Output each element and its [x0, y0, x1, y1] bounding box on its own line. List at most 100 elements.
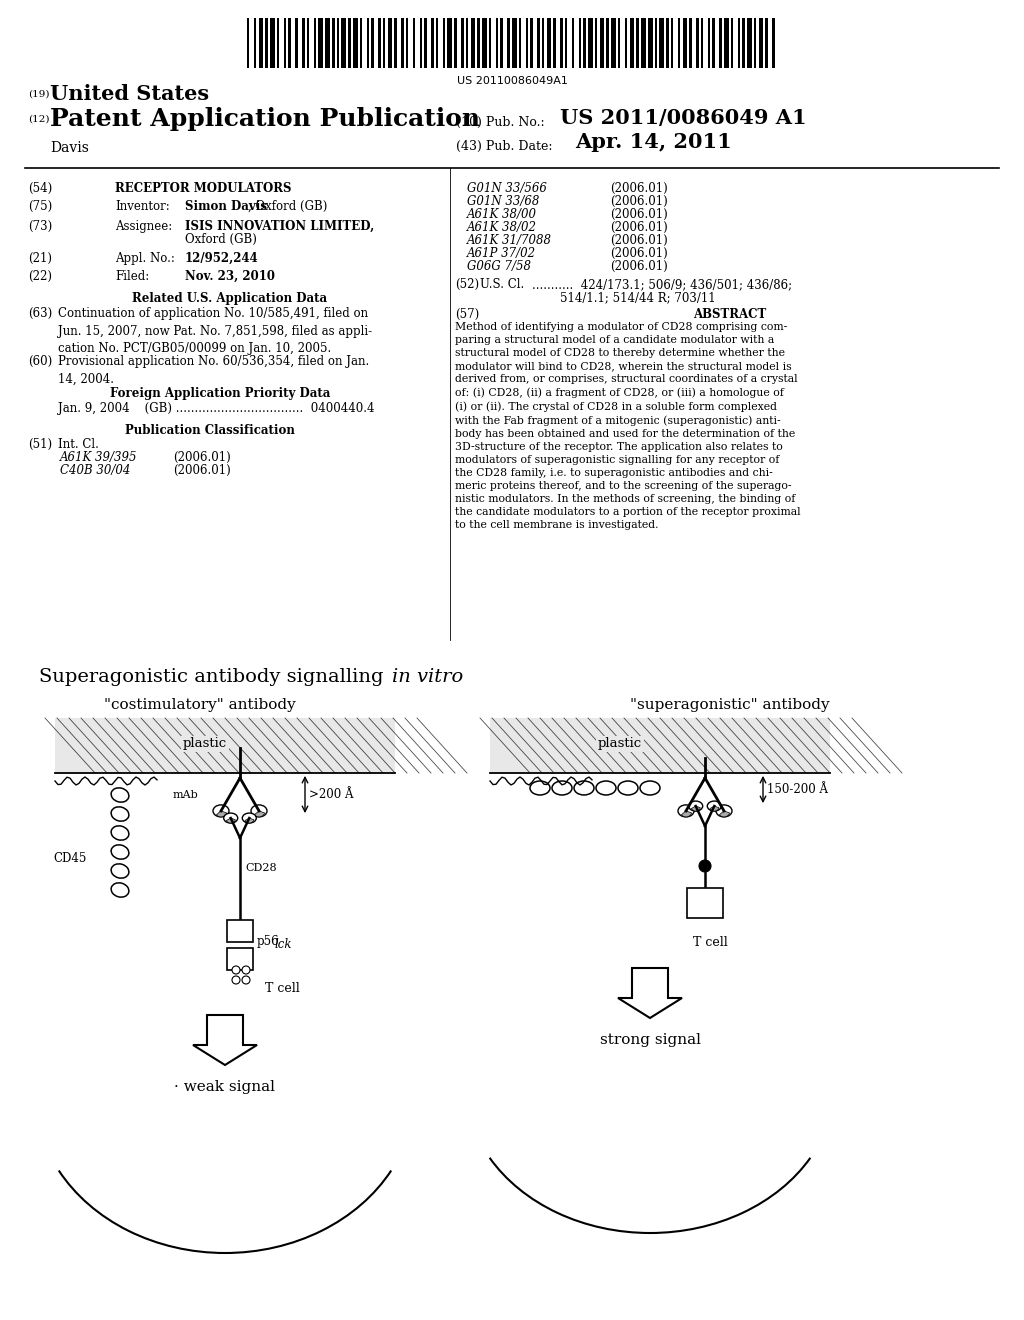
Bar — [455, 18, 457, 69]
Text: p56: p56 — [257, 936, 280, 949]
Ellipse shape — [596, 781, 616, 795]
Bar — [538, 18, 540, 69]
Bar — [708, 18, 711, 69]
Ellipse shape — [112, 883, 129, 898]
Text: (2006.01): (2006.01) — [610, 182, 668, 195]
Bar — [584, 18, 586, 69]
Text: ABSTRACT: ABSTRACT — [693, 308, 767, 321]
Bar — [748, 18, 752, 69]
Wedge shape — [720, 810, 730, 817]
Bar — [565, 18, 567, 69]
Text: G06G 7/58: G06G 7/58 — [467, 260, 531, 273]
Polygon shape — [618, 968, 682, 1018]
Circle shape — [242, 975, 250, 983]
Text: Filed:: Filed: — [115, 271, 150, 282]
Ellipse shape — [112, 807, 129, 821]
Bar — [713, 18, 715, 69]
Text: T cell: T cell — [692, 936, 727, 949]
Bar — [772, 18, 775, 69]
Text: US 2011/0086049 A1: US 2011/0086049 A1 — [560, 108, 807, 128]
Ellipse shape — [112, 845, 129, 859]
Bar — [542, 18, 545, 69]
Text: G01N 33/68: G01N 33/68 — [467, 195, 540, 209]
Text: T cell: T cell — [265, 982, 300, 994]
Bar — [696, 18, 698, 69]
Text: (2006.01): (2006.01) — [610, 260, 668, 273]
Bar — [270, 18, 274, 69]
Text: (2006.01): (2006.01) — [610, 234, 668, 247]
Bar — [519, 18, 521, 69]
Bar — [572, 18, 574, 69]
Wedge shape — [226, 818, 236, 824]
Bar — [394, 18, 396, 69]
Ellipse shape — [213, 805, 229, 817]
Bar — [600, 18, 604, 69]
Text: (2006.01): (2006.01) — [610, 220, 668, 234]
Text: (51): (51) — [28, 438, 52, 451]
Ellipse shape — [223, 813, 238, 824]
Text: (52): (52) — [455, 279, 479, 290]
Bar — [701, 18, 703, 69]
Text: "costimulatory" antibody: "costimulatory" antibody — [104, 698, 296, 711]
Bar — [406, 18, 409, 69]
Text: Foreign Application Priority Data: Foreign Application Priority Data — [110, 387, 330, 400]
Bar — [501, 18, 503, 69]
Bar — [254, 18, 256, 69]
Bar — [766, 18, 768, 69]
Bar — [507, 18, 510, 69]
Text: Nov. 23, 2010: Nov. 23, 2010 — [185, 271, 275, 282]
Bar — [326, 18, 330, 69]
Text: CD45: CD45 — [53, 851, 86, 865]
Ellipse shape — [530, 781, 550, 795]
Bar — [431, 18, 433, 69]
Circle shape — [699, 861, 711, 873]
Ellipse shape — [689, 801, 702, 810]
Bar — [341, 18, 346, 69]
Bar — [276, 18, 280, 69]
Text: Continuation of application No. 10/585,491, filed on
Jun. 15, 2007, now Pat. No.: Continuation of application No. 10/585,4… — [58, 308, 372, 355]
Bar — [554, 18, 556, 69]
Bar — [490, 718, 830, 774]
Text: RECEPTOR MODULATORS: RECEPTOR MODULATORS — [115, 182, 292, 195]
Text: (63): (63) — [28, 308, 52, 319]
Bar — [611, 18, 615, 69]
Text: plastic: plastic — [598, 738, 642, 751]
Wedge shape — [245, 818, 254, 824]
Bar — [307, 18, 309, 69]
Bar — [383, 18, 385, 69]
Circle shape — [232, 966, 240, 974]
Text: CD28: CD28 — [245, 863, 276, 873]
Text: (73): (73) — [28, 220, 52, 234]
Bar — [667, 18, 669, 69]
Text: Jan. 9, 2004    (GB) ..................................  0400440.4: Jan. 9, 2004 (GB) ......................… — [58, 403, 375, 414]
Bar — [387, 18, 392, 69]
Bar — [353, 18, 357, 69]
Text: · weak signal: · weak signal — [174, 1080, 275, 1094]
Bar — [579, 18, 582, 69]
Bar — [258, 18, 263, 69]
Bar — [313, 18, 316, 69]
Ellipse shape — [640, 781, 660, 795]
Ellipse shape — [678, 805, 694, 817]
Bar — [683, 18, 687, 69]
Bar — [461, 18, 464, 69]
Text: (22): (22) — [28, 271, 52, 282]
Bar — [641, 18, 646, 69]
Bar — [488, 18, 492, 69]
Text: ...........  424/173.1; 506/9; 436/501; 436/86;: ........... 424/173.1; 506/9; 436/501; 4… — [532, 279, 793, 290]
Bar — [289, 18, 291, 69]
Text: (2006.01): (2006.01) — [610, 247, 668, 260]
Bar — [227, 920, 253, 942]
Text: (21): (21) — [28, 252, 52, 265]
Text: A61K 38/00: A61K 38/00 — [467, 209, 537, 220]
Text: "superagonistic" antibody: "superagonistic" antibody — [630, 698, 829, 711]
Bar — [678, 18, 680, 69]
Text: A61K 38/02: A61K 38/02 — [467, 220, 537, 234]
Text: Apr. 14, 2011: Apr. 14, 2011 — [575, 132, 732, 152]
Wedge shape — [254, 810, 264, 817]
Bar — [284, 18, 286, 69]
Text: (2006.01): (2006.01) — [610, 195, 668, 209]
Text: (2006.01): (2006.01) — [173, 451, 230, 465]
Text: (60): (60) — [28, 355, 52, 368]
Bar — [477, 18, 479, 69]
